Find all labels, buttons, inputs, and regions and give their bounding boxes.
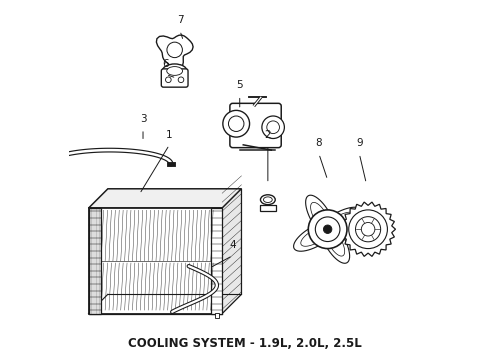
Polygon shape <box>318 207 362 237</box>
Text: 2: 2 <box>265 130 271 140</box>
Polygon shape <box>306 195 336 239</box>
Circle shape <box>262 116 284 139</box>
Circle shape <box>178 77 184 82</box>
Circle shape <box>308 210 347 248</box>
Circle shape <box>223 111 249 137</box>
Text: 6: 6 <box>163 59 169 69</box>
Polygon shape <box>301 227 328 246</box>
Polygon shape <box>89 294 242 314</box>
Circle shape <box>361 222 375 236</box>
Polygon shape <box>89 189 242 208</box>
Text: 4: 4 <box>229 240 236 250</box>
Circle shape <box>356 217 381 242</box>
Circle shape <box>166 77 171 82</box>
Circle shape <box>323 225 332 233</box>
Ellipse shape <box>167 67 183 75</box>
Polygon shape <box>294 221 337 251</box>
Polygon shape <box>222 189 242 314</box>
Bar <box>89 208 101 314</box>
Ellipse shape <box>162 64 187 78</box>
Text: 1: 1 <box>166 130 172 140</box>
FancyBboxPatch shape <box>230 103 281 148</box>
Text: 7: 7 <box>176 15 183 25</box>
Bar <box>89 208 222 314</box>
Bar <box>211 208 222 314</box>
Polygon shape <box>156 35 193 70</box>
Polygon shape <box>311 202 330 230</box>
Bar <box>215 312 220 318</box>
Text: COOLING SYSTEM - 1.9L, 2.0L, 2.5L: COOLING SYSTEM - 1.9L, 2.0L, 2.5L <box>128 337 362 350</box>
Circle shape <box>316 217 340 242</box>
Circle shape <box>267 121 279 134</box>
Text: 9: 9 <box>356 138 363 148</box>
Text: 8: 8 <box>316 138 322 148</box>
Polygon shape <box>327 212 354 231</box>
Text: 3: 3 <box>140 114 147 124</box>
Bar <box>260 204 275 211</box>
Circle shape <box>167 42 182 58</box>
Text: 5: 5 <box>236 80 243 90</box>
Circle shape <box>228 116 244 131</box>
Polygon shape <box>319 220 350 263</box>
Ellipse shape <box>264 197 272 203</box>
FancyBboxPatch shape <box>161 69 188 87</box>
Polygon shape <box>341 202 395 256</box>
Circle shape <box>349 210 388 248</box>
Polygon shape <box>326 229 344 256</box>
Ellipse shape <box>261 195 275 204</box>
